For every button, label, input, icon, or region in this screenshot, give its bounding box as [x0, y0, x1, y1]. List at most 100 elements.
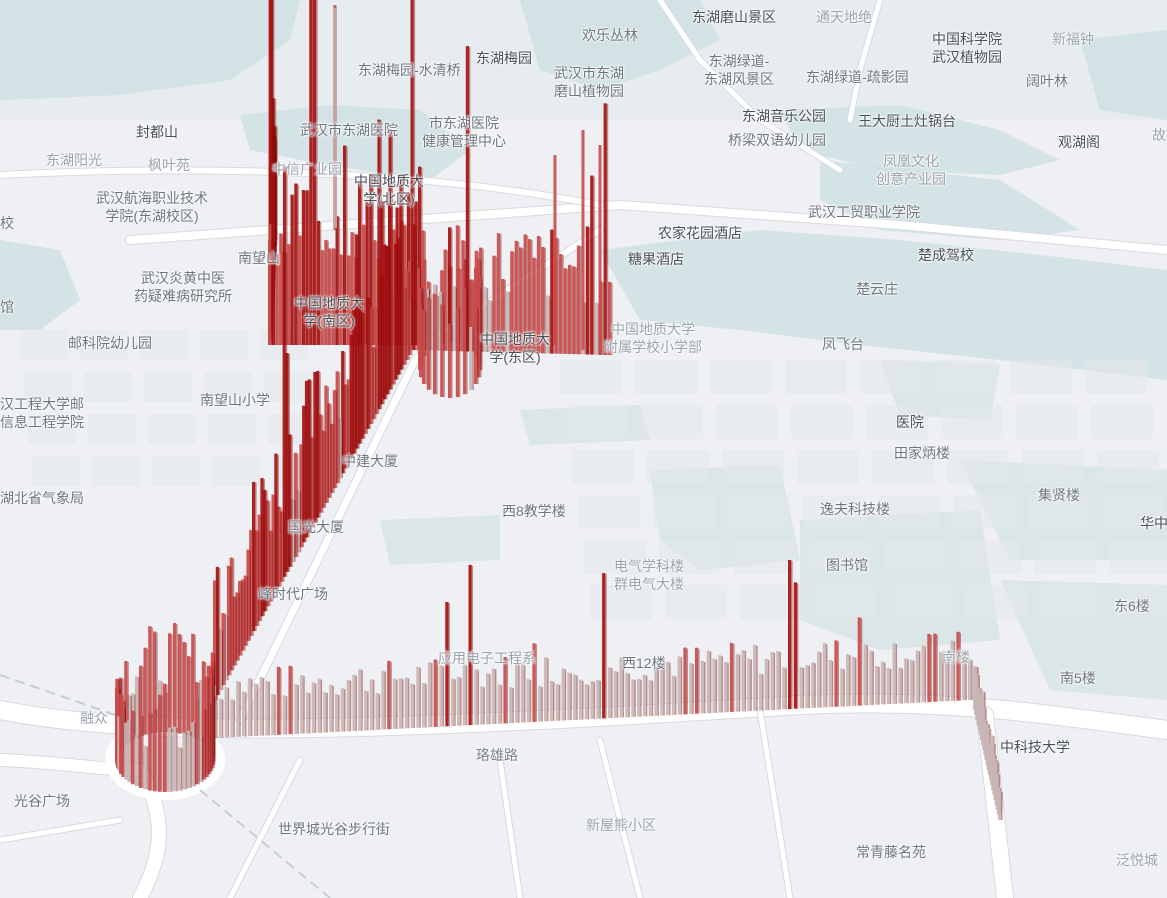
bar-column	[346, 255, 350, 345]
map-label-chuyun: 楚云庄	[856, 281, 898, 297]
city-block	[212, 456, 260, 486]
bar-column-shade	[355, 310, 357, 454]
bar-column	[121, 700, 125, 777]
bar-column	[360, 312, 364, 439]
bar-column	[753, 644, 757, 711]
map-label-xi8: 西8教学楼	[502, 503, 566, 519]
bar-column-shade	[562, 255, 564, 354]
bar-column	[317, 678, 321, 733]
bar-column	[538, 685, 542, 722]
bar-column	[195, 682, 199, 785]
bar-column-shade	[213, 676, 215, 769]
bar-column	[468, 564, 472, 726]
map-label-gu: 故	[1152, 127, 1166, 143]
bar-column-shade	[194, 634, 196, 738]
bar-column-shade	[553, 681, 555, 721]
bar-column	[660, 661, 664, 716]
bar-column-shade	[733, 643, 735, 712]
map-label-dong6: 东6楼	[1114, 598, 1150, 614]
bar-column	[230, 699, 234, 738]
bar-column	[307, 379, 311, 533]
bar-column-shade	[425, 684, 427, 728]
bar-column-shade	[425, 310, 427, 384]
bar-column	[677, 656, 681, 715]
bar-column-shade	[313, 438, 316, 528]
bar-column-shade	[388, 247, 391, 395]
bar-column-shade	[611, 668, 613, 719]
map-label-dizhi-east: 中国地质大 学(东区)	[480, 331, 550, 365]
bar-column	[426, 297, 430, 390]
bar-column	[163, 683, 167, 792]
bar-column-shade	[756, 645, 758, 711]
bar-column	[235, 592, 239, 661]
city-block	[204, 372, 252, 402]
bar-column-shade	[241, 581, 243, 656]
map-label-hanghai: 武汉航海职业技术 学院(东湖校区)	[96, 190, 208, 224]
bar-column	[486, 673, 490, 725]
bar-column	[567, 672, 571, 721]
bar-column	[770, 651, 774, 710]
bar-column	[305, 190, 309, 345]
bar-column	[254, 530, 258, 626]
road	[847, 0, 883, 123]
bar-column-shade	[599, 680, 601, 719]
bar-column	[168, 727, 172, 792]
bar-column-shade	[584, 302, 586, 355]
bar-column-shade	[640, 679, 642, 717]
bar-column-shade	[500, 685, 503, 724]
bar-column-shade	[262, 678, 265, 736]
bar-column	[799, 667, 803, 709]
bar-column-shade	[214, 696, 216, 762]
map-label-guanhu: 观湖阁	[1058, 134, 1100, 150]
map-label-gongmao: 武汉工贸职业学院	[808, 204, 920, 220]
city-block	[560, 360, 622, 394]
bar-column	[323, 692, 327, 733]
bar-column-shade	[948, 659, 950, 702]
bar-column-shade	[518, 664, 520, 723]
bar-column	[584, 684, 588, 720]
bar-column-shade	[669, 662, 671, 716]
bar-column	[550, 229, 554, 354]
bar-column	[381, 670, 385, 730]
map-label-changqing: 常青藤名苑	[856, 844, 926, 860]
bar-column-shade	[314, 683, 317, 733]
city-block	[965, 585, 1027, 619]
bar-column	[346, 379, 350, 464]
bar-column-shade	[327, 386, 329, 503]
bar-column	[298, 235, 302, 345]
bar-column	[198, 736, 202, 782]
bar-column-shade	[704, 662, 706, 714]
bar-column	[541, 247, 545, 354]
bar-column-shade	[541, 686, 543, 722]
bar-column-shade	[509, 292, 511, 353]
bar-column	[532, 257, 536, 354]
map-label-xinfu: 新福钟	[1052, 31, 1094, 47]
bar-column	[962, 652, 966, 701]
bar-column	[257, 514, 261, 622]
bar-column-shade	[227, 687, 230, 738]
bar-column	[811, 662, 815, 708]
map-label-luoxiong: 珞雄路	[476, 747, 518, 763]
bar-column	[602, 573, 606, 719]
bar-column	[274, 453, 278, 592]
bar-column-shade	[397, 244, 399, 380]
map-label-tianjia: 田家炳楼	[894, 445, 950, 461]
bar-column	[187, 730, 191, 788]
city-block	[88, 414, 136, 444]
bar-column-shade	[469, 47, 471, 352]
bar-column	[316, 220, 320, 345]
bar-column-shade	[663, 662, 665, 716]
bar-column	[332, 390, 336, 489]
bar-column-shade	[274, 173, 277, 345]
bar-column	[377, 119, 381, 410]
bar-column-shade	[185, 643, 188, 735]
bar-column	[805, 665, 809, 709]
bar-column-shade	[646, 675, 648, 717]
bar-column	[242, 691, 246, 737]
bar-column-shade	[692, 664, 694, 714]
water-area	[0, 240, 80, 330]
bar-column	[290, 194, 294, 345]
bar-column-shade	[181, 635, 183, 734]
